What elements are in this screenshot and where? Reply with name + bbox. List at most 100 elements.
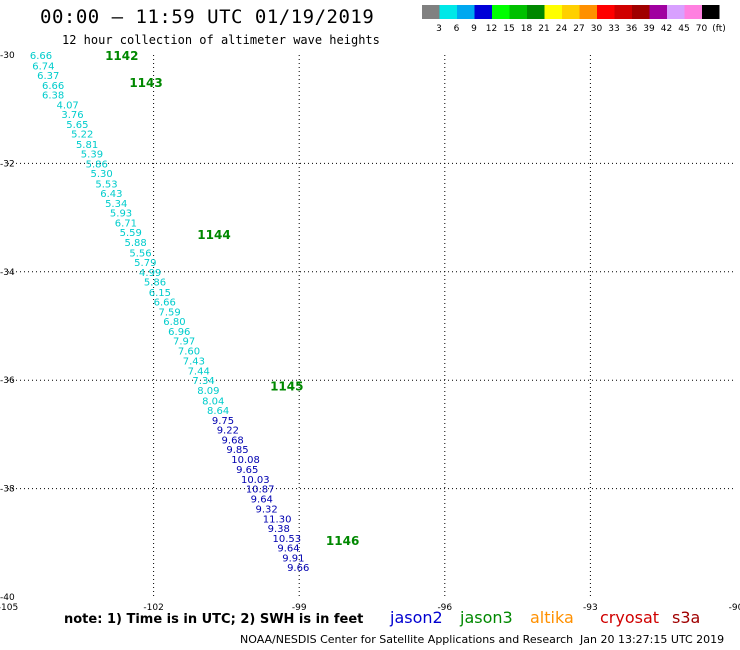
credit-line: NOAA/NESDIS Center for Satellite Applica… xyxy=(240,633,574,646)
swh-value: 7.43 xyxy=(183,357,205,368)
axis-ticks: -105 -102 -99 -96 -93 -90 -30 -32 -34 -36 -38 -40 xyxy=(0,51,740,613)
swh-value: 5.56 xyxy=(129,248,151,259)
swh-value: 5.79 xyxy=(134,258,156,269)
swh-data-points: 6.666.746.376.666.384.073.765.655.225.81… xyxy=(30,51,309,574)
swh-value: 9.38 xyxy=(268,524,290,535)
swh-value: 10.08 xyxy=(231,455,260,466)
swh-value: 8.09 xyxy=(197,386,219,397)
swh-value: 6.66 xyxy=(30,51,52,62)
color-swatch xyxy=(509,5,527,19)
color-scale-label: 18 xyxy=(521,24,533,34)
chart-subtitle: 12 hour collection of altimeter wave hei… xyxy=(62,33,380,47)
swh-value: 5.22 xyxy=(71,130,93,141)
swh-value: 6.43 xyxy=(100,189,122,200)
y-tick-label: -36 xyxy=(0,376,15,386)
color-swatch xyxy=(579,5,597,19)
color-swatch xyxy=(544,5,562,19)
color-swatch xyxy=(527,5,545,19)
swh-value: 5.39 xyxy=(81,150,103,161)
pass-time-label: 1145 xyxy=(270,380,303,394)
swh-value: 7.44 xyxy=(188,366,210,377)
swh-value: 5.30 xyxy=(91,169,113,180)
chart-title: 00:00 — 11:59 UTC 01/19/2019 xyxy=(40,6,375,28)
generated-timestamp: Jan 20 13:27:15 UTC 2019 xyxy=(580,633,725,646)
swh-value: 9.66 xyxy=(287,563,309,574)
color-scale-label: 45 xyxy=(678,24,689,34)
color-swatch xyxy=(597,5,615,19)
pass-time-label: 1146 xyxy=(326,534,359,548)
pass-time-label: 1142 xyxy=(105,49,138,63)
y-tick-label: -30 xyxy=(0,51,15,61)
swh-value: 9.75 xyxy=(212,416,234,427)
swh-value: 4.99 xyxy=(139,268,161,279)
swh-value: 11.30 xyxy=(263,514,292,525)
swh-value: 9.64 xyxy=(251,494,273,505)
swh-value: 4.07 xyxy=(57,100,79,111)
swh-value: 5.81 xyxy=(76,140,98,151)
color-scale-label: 70 xyxy=(696,24,708,34)
swh-value: 8.04 xyxy=(202,396,224,407)
swh-value: 10.03 xyxy=(241,475,270,486)
swh-value: 7.60 xyxy=(178,346,200,357)
color-scale-label: 21 xyxy=(538,24,549,34)
color-scale-label: 36 xyxy=(626,24,638,34)
units-note: note: 1) Time is in UTC; 2) SWH is in fe… xyxy=(64,612,364,627)
color-scale-label: 9 xyxy=(471,24,477,34)
swh-value: 9.64 xyxy=(277,544,299,555)
swh-value: 9.85 xyxy=(226,445,248,456)
y-tick-label: -34 xyxy=(0,268,15,278)
x-tick-label: -90 xyxy=(729,603,740,613)
y-tick-label: -32 xyxy=(0,159,15,169)
color-scale-label: 15 xyxy=(503,24,514,34)
swh-value: 6.15 xyxy=(149,288,171,299)
color-swatch xyxy=(492,5,510,19)
swh-value: 6.37 xyxy=(37,71,59,82)
y-tick-label: -40 xyxy=(0,593,15,603)
color-swatch xyxy=(422,5,440,19)
swh-value: 7.59 xyxy=(158,307,180,318)
swh-value: 6.66 xyxy=(42,81,64,92)
color-swatch xyxy=(474,5,492,19)
map-grid xyxy=(8,55,736,597)
color-scale-label: 6 xyxy=(454,24,460,34)
color-swatch xyxy=(684,5,702,19)
color-scale-label: 27 xyxy=(573,24,584,34)
satellite-legend-cryosat: cryosat xyxy=(600,608,660,627)
pass-time-label: 1144 xyxy=(197,228,230,242)
color-scale-label: 39 xyxy=(643,24,655,34)
swh-value: 5.53 xyxy=(95,179,117,190)
color-swatch xyxy=(457,5,475,19)
swh-value: 8.64 xyxy=(207,406,229,417)
swh-value: 5.86 xyxy=(86,159,108,170)
pass-time-labels: 1142 1143 1144 1145 1146 xyxy=(105,49,359,548)
color-scale-legend: 3 6 9 12 15 18 21 24 27 30 33 36 39 42 45 70 (ft) xyxy=(422,5,726,34)
swh-value: 5.88 xyxy=(124,238,146,249)
swh-value: 9.68 xyxy=(222,435,244,446)
color-swatch xyxy=(614,5,632,19)
color-scale-label: 42 xyxy=(661,24,672,34)
swh-value: 5.93 xyxy=(110,209,132,220)
satellite-legend-s3a: s3a xyxy=(672,608,701,627)
color-scale-label: 33 xyxy=(608,24,619,34)
swh-value: 7.34 xyxy=(192,376,214,387)
swh-value: 6.74 xyxy=(32,61,54,72)
swh-value: 3.76 xyxy=(61,110,83,121)
satellite-legend-jason3: jason3 xyxy=(460,608,513,627)
swh-value: 5.86 xyxy=(144,278,166,289)
color-swatch xyxy=(667,5,685,19)
swh-value: 9.91 xyxy=(282,553,304,564)
color-swatch xyxy=(562,5,580,19)
swh-value: 6.96 xyxy=(168,327,190,338)
swh-value: 7.97 xyxy=(173,337,195,348)
x-tick-label: -102 xyxy=(143,603,163,613)
swh-value: 6.71 xyxy=(115,218,137,229)
x-tick-label: -105 xyxy=(0,603,18,613)
color-scale-label: 12 xyxy=(486,24,497,34)
y-tick-label: -38 xyxy=(0,485,15,495)
color-swatch xyxy=(702,5,720,19)
swh-value: 6.80 xyxy=(163,317,185,328)
swh-value: 9.65 xyxy=(236,465,258,476)
swh-value: 10.87 xyxy=(246,485,275,496)
swh-value: 6.66 xyxy=(154,298,176,309)
